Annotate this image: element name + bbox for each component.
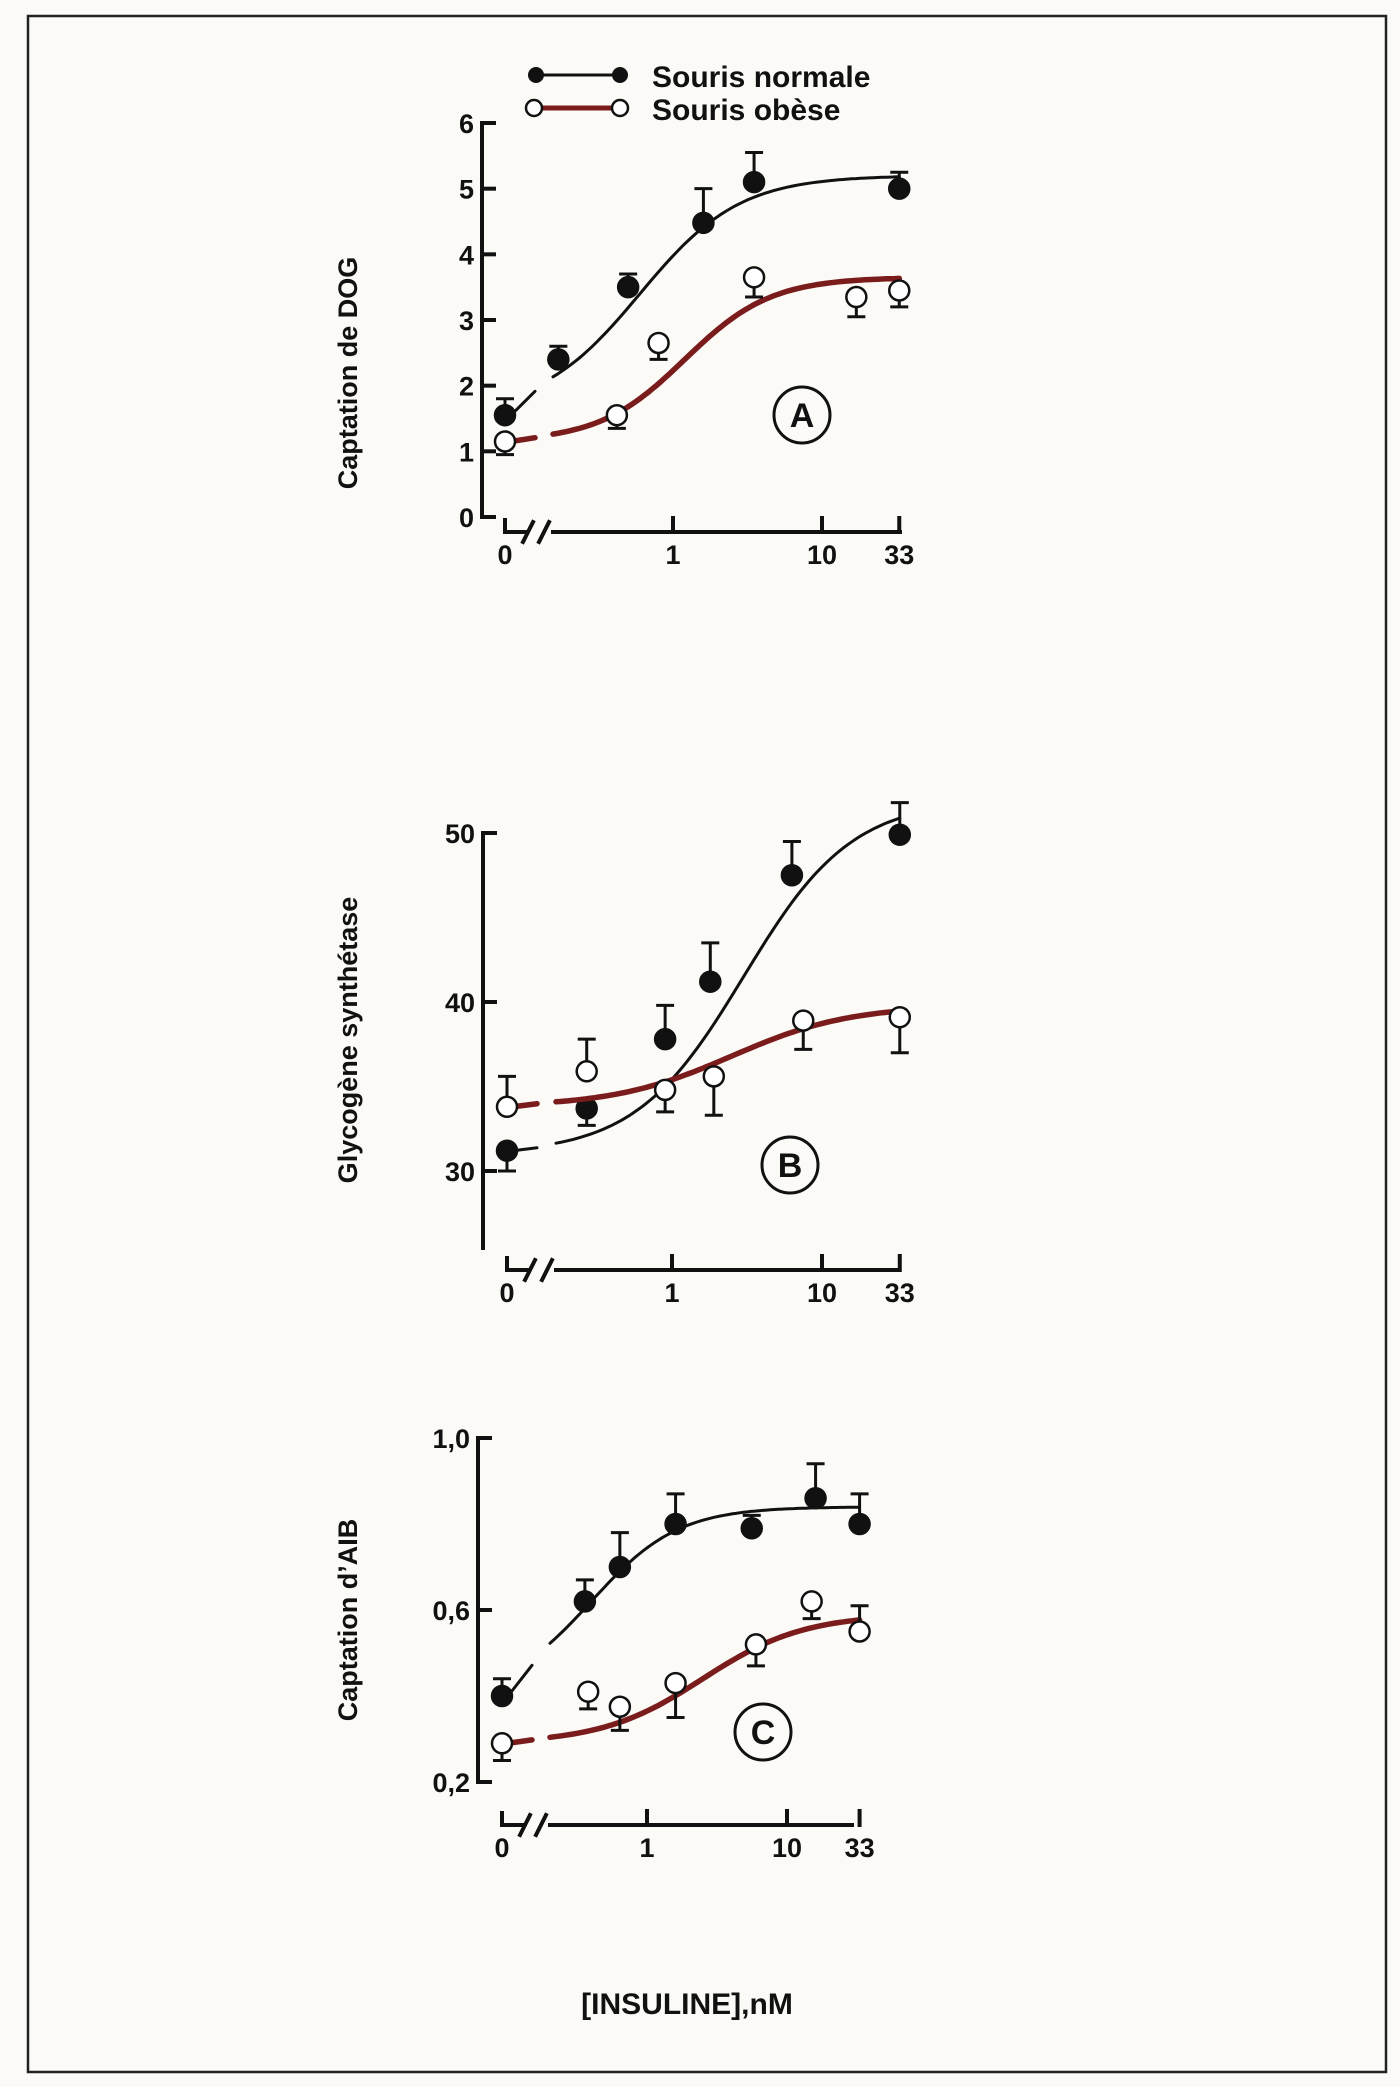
panel-B: 30 40 50 Glycogène synthétase 0 1 10 33 B	[333, 801, 915, 1308]
panel-A: 0 1 2 3 4 5 6 Captation de DOG 0 1 10 33 A	[333, 109, 914, 570]
data-point-obese	[800, 1590, 823, 1613]
x-axis-zero-segment	[505, 1256, 531, 1272]
legend-marker-normal-right	[612, 67, 628, 83]
data-point-normal	[495, 1139, 519, 1162]
data-point-normal	[653, 1027, 677, 1051]
legend-label-obese: Souris obèse	[652, 94, 840, 127]
data-point-normal	[740, 1517, 763, 1540]
y-tick-label: 0,6	[432, 1596, 470, 1626]
y-tick-label: 50	[445, 819, 475, 849]
legend-marker-obese-right	[610, 98, 630, 118]
y-tick-label: 0	[459, 503, 474, 533]
data-point-obese	[575, 1060, 598, 1083]
data-point-normal	[616, 275, 640, 299]
data-point-normal	[547, 348, 570, 371]
figure-frame	[26, 14, 1388, 2074]
x-tick-label: 33	[845, 1833, 875, 1863]
x-tick-label: 33	[885, 1278, 915, 1308]
panel-letter: B	[778, 1147, 803, 1185]
y-axis-label: Captation d’AIB	[333, 1519, 363, 1722]
data-point-obese	[664, 1671, 687, 1695]
data-point-normal	[699, 970, 722, 993]
y-tick-label: 1	[459, 437, 474, 467]
x-axis-break-mark	[539, 1257, 555, 1283]
legend-label-normal: Souris normale	[652, 61, 870, 94]
x-axis-break-mark	[517, 1812, 533, 1838]
y-axis-label: Captation de DOG	[333, 257, 363, 490]
data-point-obese	[744, 1633, 768, 1656]
data-point-obese	[653, 1078, 677, 1102]
data-point-obese	[845, 285, 868, 309]
y-tick-label: 6	[459, 109, 474, 139]
panel-letter: C	[751, 1714, 776, 1752]
data-point-obese	[490, 1732, 514, 1755]
data-point-obese	[608, 1695, 632, 1718]
data-point-obese	[495, 1095, 519, 1119]
x-tick-label: 33	[884, 540, 914, 570]
data-point-obese	[742, 266, 766, 289]
x-axis-break-mark	[533, 1812, 549, 1838]
x-tick-label: 0	[494, 1833, 509, 1863]
x-tick-label: 0	[497, 540, 512, 570]
panel-letter: A	[790, 397, 815, 435]
x-axis-break-mark	[536, 519, 552, 545]
data-point-normal	[888, 177, 911, 200]
y-tick-label: 2	[459, 372, 474, 402]
data-point-normal	[742, 170, 766, 194]
y-axis-label: Glycogène synthétase	[333, 897, 363, 1184]
data-point-obese	[576, 1680, 600, 1703]
fit-curve-normal	[548, 1505, 862, 1645]
y-tick-label: 40	[445, 988, 475, 1018]
y-tick-label: 3	[459, 306, 474, 336]
legend: Souris normale Souris obèse	[524, 61, 870, 127]
x-tick-label: 10	[807, 1278, 837, 1308]
fit-curve-obese	[547, 1617, 863, 1741]
data-point-obese	[647, 331, 670, 355]
x-axis-label: [INSULINE],nM	[581, 1988, 793, 2021]
data-point-obese	[888, 1005, 912, 1029]
data-point-normal	[780, 864, 804, 887]
data-point-obese	[888, 279, 911, 302]
fit-curve-normal	[551, 175, 901, 379]
fit-curve-normal	[554, 816, 902, 1145]
y-tick-label: 4	[459, 240, 474, 270]
x-tick-label: 1	[639, 1833, 654, 1863]
x-tick-label: 1	[665, 540, 680, 570]
data-point-obese	[702, 1065, 726, 1088]
data-point-normal	[848, 1512, 871, 1536]
y-tick-label: 30	[445, 1157, 475, 1187]
legend-marker-obese-left	[524, 98, 544, 118]
fit-curve-obese	[553, 1008, 903, 1105]
x-axis-zero-segment	[503, 518, 529, 534]
data-point-normal	[804, 1486, 827, 1510]
x-axis-break-mark	[522, 1257, 538, 1283]
data-point-normal	[573, 1590, 597, 1613]
panel-letter-circle	[760, 1135, 820, 1195]
data-point-normal	[664, 1512, 687, 1536]
data-point-normal	[608, 1555, 632, 1579]
data-point-obese	[605, 403, 629, 427]
y-tick-label: 5	[459, 175, 474, 205]
x-axis-zero-segment	[500, 1811, 526, 1827]
y-tick-label: 1,0	[432, 1424, 470, 1454]
legend-marker-normal-left	[528, 67, 544, 83]
panel-C: 0,2 0,6 1,0 Captation d’AIB 0 1 10 33 C	[333, 1424, 875, 1863]
data-point-normal	[490, 1684, 514, 1708]
y-tick-label: 0,2	[432, 1768, 470, 1798]
x-tick-label: 1	[664, 1278, 679, 1308]
data-point-obese	[792, 1009, 815, 1032]
panel-letter-circle	[772, 385, 832, 445]
data-point-normal	[888, 823, 912, 846]
x-axis-break-mark	[520, 519, 536, 545]
x-tick-label: 0	[499, 1278, 514, 1308]
x-tick-label: 10	[807, 540, 837, 570]
x-tick-label: 10	[772, 1833, 802, 1863]
data-point-normal	[493, 403, 517, 427]
data-point-obese	[848, 1620, 871, 1643]
panel-letter-circle	[733, 1702, 793, 1762]
data-point-normal	[692, 211, 715, 235]
data-point-obese	[493, 430, 517, 453]
